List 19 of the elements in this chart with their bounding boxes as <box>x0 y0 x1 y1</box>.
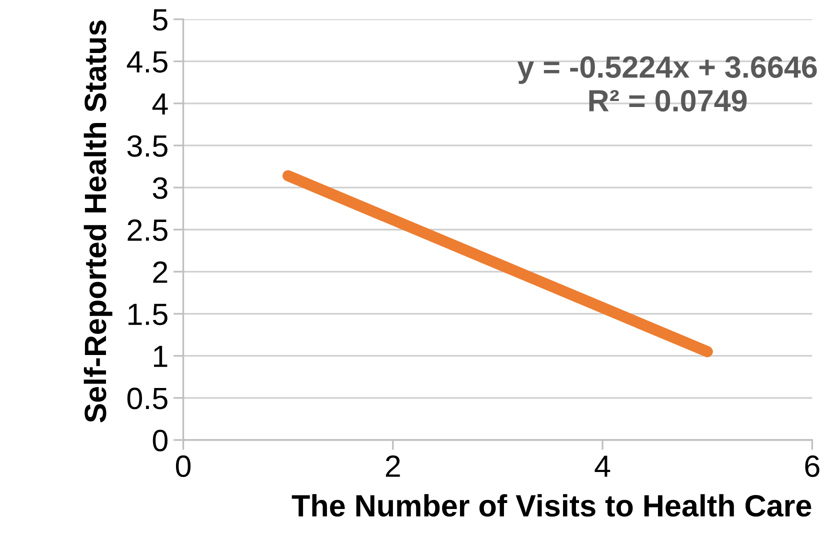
y-tick-label: 4 <box>152 93 168 114</box>
y-tick-label: 5 <box>152 9 168 31</box>
y-tick-label: 2 <box>153 261 168 283</box>
x-tick-label: 4 <box>594 456 610 477</box>
y-tick-label: 0 <box>152 430 168 452</box>
y-tick-label: 2.5 <box>128 219 168 241</box>
x-tick-label: 6 <box>805 455 820 478</box>
y-tick-label: 0.5 <box>127 388 168 410</box>
y-tick-label: 1 <box>154 346 168 367</box>
x-axis-title: The Number of Visits to Health Care <box>292 494 812 517</box>
y-tick-label: 3 <box>152 177 168 199</box>
annotation: R² = 0.0749 <box>589 90 747 112</box>
y-tick-label: 3.5 <box>127 135 168 157</box>
x-tick-label: 0 <box>176 455 191 478</box>
y-axis-title: Self-Reported Health Status <box>84 20 112 422</box>
y-tick-label: 4.5 <box>126 51 168 73</box>
x-tick-label: 2 <box>386 455 400 477</box>
annotation: y = -0.5224x + 3.6646 <box>517 56 817 84</box>
y-tick-label: 1.5 <box>128 304 168 326</box>
